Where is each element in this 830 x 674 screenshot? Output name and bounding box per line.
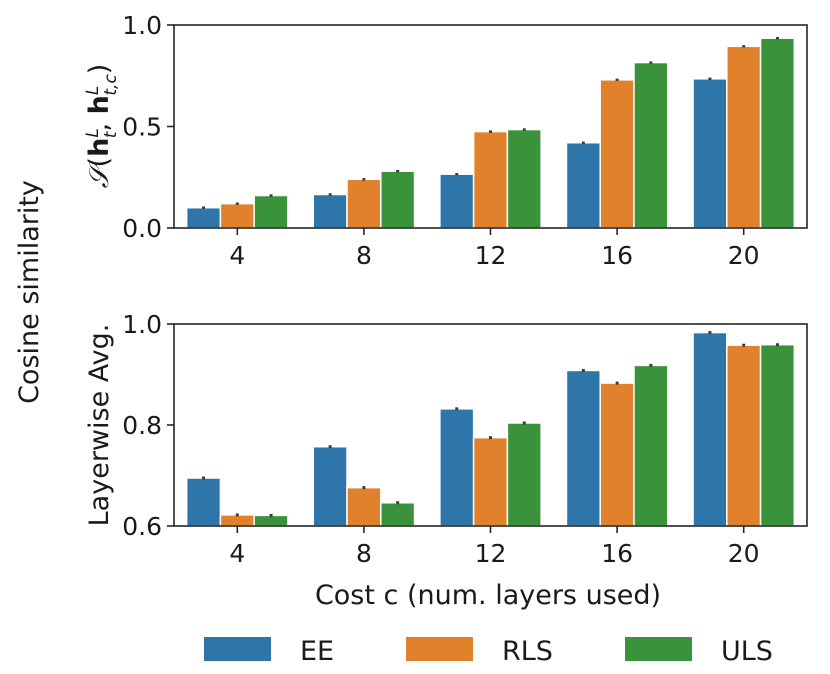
legend: EE RLS ULS xyxy=(204,636,773,667)
top-bar-uls-20 xyxy=(759,37,796,229)
bottom-ytick-label: 1.0 xyxy=(122,310,162,339)
bottom-xtick-label: 8 xyxy=(356,539,372,568)
legend-label-rls: RLS xyxy=(502,636,553,667)
bottom-bar-rls-20 xyxy=(726,344,762,527)
bottom-bar-ee-8 xyxy=(312,445,348,527)
bottom-bar-uls-8 xyxy=(380,502,416,527)
top-bar-rls-16 xyxy=(599,79,635,229)
top-bar-uls-12 xyxy=(506,128,542,229)
top-xtick-label: 8 xyxy=(356,241,372,270)
bottom-bar-uls-4 xyxy=(253,514,289,527)
top-bar-rls-4 xyxy=(219,202,255,229)
top-bar-ee-4 xyxy=(185,206,222,229)
top-bar-uls-8 xyxy=(380,170,416,229)
bottom-bar-ee-12 xyxy=(439,408,475,527)
top-bar-ee-20 xyxy=(692,78,728,229)
top-xtick-label: 20 xyxy=(728,241,760,270)
top-bar-uls-4 xyxy=(253,194,289,229)
bottom-xtick-label: 16 xyxy=(601,539,633,568)
top-bar-ee-16 xyxy=(565,141,601,229)
top-ytick-label: 0.0 xyxy=(122,214,162,243)
bottom-bar-rls-12 xyxy=(472,436,509,527)
top-panel: 0.0 0.5 1.0 4 8 12 16 20 xyxy=(122,11,808,270)
bottom-ytick-label: 0.8 xyxy=(122,411,162,440)
top-xtick-label: 16 xyxy=(601,241,633,270)
bottom-bar-ee-16 xyxy=(565,369,601,527)
bottom-ytick-label: 0.6 xyxy=(122,512,162,541)
top-bar-ee-8 xyxy=(312,193,348,229)
bottom-xtick-label: 12 xyxy=(475,539,507,568)
top-bar-rls-8 xyxy=(346,178,382,229)
bottom-bar-ee-20 xyxy=(692,331,728,527)
bottom-y-axis-label: Layerwise Avg. xyxy=(84,324,115,527)
bottom-bar-ee-4 xyxy=(185,477,222,527)
bottom-bar-uls-20 xyxy=(759,343,796,527)
bottom-panel: 0.6 0.8 1.0 4 8 12 16 20 xyxy=(122,310,808,568)
legend-label-ee: EE xyxy=(300,636,334,667)
legend-swatch-rls xyxy=(406,637,473,661)
legend-swatch-uls xyxy=(625,637,692,661)
bottom-bar-rls-4 xyxy=(219,514,255,527)
top-xtick-label: 12 xyxy=(475,241,507,270)
bottom-xtick-label: 20 xyxy=(728,539,760,568)
top-xtick-label: 4 xyxy=(229,241,245,270)
bottom-bar-uls-12 xyxy=(506,422,542,527)
bottom-bar-rls-16 xyxy=(599,382,635,527)
top-y-axis-label: 𝒮(hLt, hLt,c) xyxy=(83,64,121,189)
top-ytick-label: 1.0 xyxy=(122,11,162,40)
legend-swatch-ee xyxy=(204,637,271,661)
bottom-xtick-label: 4 xyxy=(229,539,245,568)
top-bar-uls-16 xyxy=(633,61,669,229)
top-ytick-label: 0.5 xyxy=(122,113,162,142)
legend-label-uls: ULS xyxy=(721,636,773,667)
bottom-bar-uls-16 xyxy=(633,364,669,527)
top-bar-rls-12 xyxy=(472,130,509,229)
bottom-bar-rls-8 xyxy=(346,486,382,527)
top-bar-ee-12 xyxy=(439,173,475,229)
top-bar-rls-20 xyxy=(726,45,762,229)
shared-y-axis-label: Cosine similarity xyxy=(14,180,45,404)
x-axis-label: Cost c (num. layers used) xyxy=(315,580,661,611)
